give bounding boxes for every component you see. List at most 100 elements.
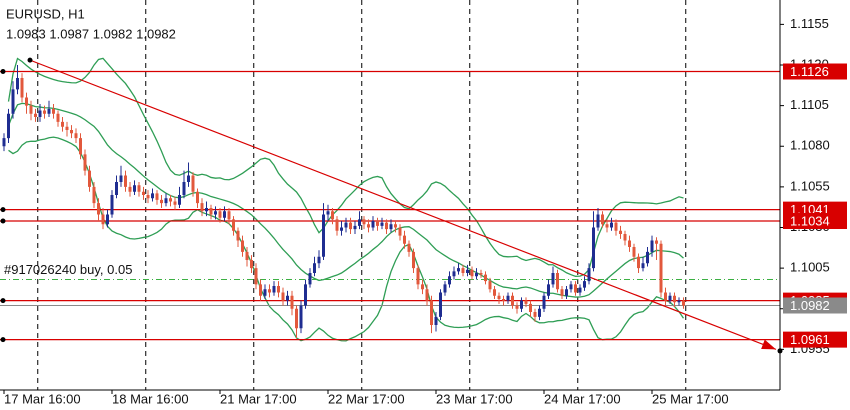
candle-body <box>34 113 37 117</box>
candle-body <box>637 256 640 269</box>
candle-body <box>205 208 208 212</box>
candle-body <box>11 89 15 114</box>
candle-body <box>623 234 627 241</box>
candle-body <box>551 273 555 285</box>
candle-body <box>97 203 100 215</box>
candle-body <box>448 276 451 285</box>
candle-body <box>20 78 24 98</box>
candle-body <box>115 182 118 195</box>
candle-body <box>466 269 469 273</box>
candle-body <box>565 289 568 296</box>
candle-body <box>349 222 352 230</box>
candle-body <box>101 214 105 225</box>
candle-body <box>520 300 523 309</box>
price-level-box <box>783 63 847 80</box>
candle-body <box>358 219 361 226</box>
candle-body <box>380 222 384 226</box>
candle-body <box>578 287 582 293</box>
candle-body <box>587 268 591 282</box>
candle-body <box>367 224 370 228</box>
candle-body <box>677 300 681 303</box>
chart-subtitle: 1.0983 1.0987 1.0982 1.0982 <box>6 26 176 41</box>
candle-body <box>200 203 204 212</box>
candle-body <box>407 243 411 252</box>
price-level-box <box>783 331 847 348</box>
price-level-label: 1.1034 <box>790 213 830 228</box>
candle-body <box>416 268 420 285</box>
candle-body <box>344 222 348 228</box>
candle-body <box>596 214 600 228</box>
candle-body <box>209 208 213 215</box>
candle-body <box>259 284 262 296</box>
candle-body <box>38 110 42 117</box>
candle-body <box>110 195 114 215</box>
candle-body <box>74 133 78 139</box>
level-anchor <box>0 218 6 224</box>
y-tick-label: 1.1080 <box>790 138 830 153</box>
candle-body <box>484 274 487 282</box>
candle-body <box>394 224 397 228</box>
candle-body <box>371 221 375 228</box>
candle-body <box>164 198 168 204</box>
x-tick-label: 21 Mar 17:00 <box>220 391 297 406</box>
candle-body <box>313 263 316 273</box>
candle-body <box>322 214 325 257</box>
candle-body <box>619 230 622 234</box>
current-price-box <box>783 297 847 314</box>
candle-body <box>43 110 46 114</box>
candle-body <box>646 251 649 264</box>
candle-body <box>236 230 240 241</box>
candle-body <box>295 308 298 329</box>
candle-body <box>556 273 559 290</box>
candle-body <box>439 292 442 317</box>
candle-body <box>461 268 465 273</box>
candle-body <box>16 78 19 90</box>
current-price-label: 1.0982 <box>790 298 830 313</box>
candle-body <box>133 185 136 192</box>
candle-body <box>488 281 492 290</box>
separators <box>37 0 687 390</box>
candle-body <box>191 175 195 192</box>
candle-body <box>124 175 127 187</box>
candle-body <box>250 260 253 269</box>
level-anchor <box>0 207 6 213</box>
candle-body <box>263 289 267 296</box>
candle-body <box>7 113 10 139</box>
candle-body <box>304 284 307 306</box>
candle-body <box>650 240 654 252</box>
candle-body <box>362 219 366 225</box>
candle-body <box>412 251 415 269</box>
candle-body <box>272 286 276 293</box>
candle-body <box>524 300 528 304</box>
candle-body <box>376 221 379 226</box>
candle-body <box>479 273 483 275</box>
candle-body <box>173 201 177 205</box>
candle-body <box>628 240 631 247</box>
y-tick-label: 1.1005 <box>790 260 830 275</box>
level-anchor <box>0 69 6 74</box>
candle-body <box>245 251 249 260</box>
band-upper <box>7 57 684 277</box>
candle-body <box>2 138 6 147</box>
candle-body <box>299 305 303 329</box>
trendline-arrow <box>761 339 776 350</box>
price-level-label: 1.0961 <box>790 332 830 347</box>
candle-body <box>241 240 244 252</box>
candle-body <box>659 243 663 293</box>
candle-body <box>182 182 186 195</box>
candle-body <box>227 211 231 220</box>
candle-body <box>286 295 289 301</box>
candle-body <box>574 284 577 293</box>
candle-body <box>29 105 33 114</box>
axes: 1.11551.11301.11051.10801.10551.10301.10… <box>0 0 830 406</box>
candle-body <box>331 211 334 220</box>
candle-body <box>106 214 109 225</box>
candle-body <box>70 130 73 134</box>
candle-body <box>88 170 91 187</box>
candle-body <box>583 281 586 288</box>
band-lower <box>8 136 685 342</box>
trendline-anchor <box>27 57 33 63</box>
candle-body <box>137 185 141 192</box>
order-label: #917026240 buy, 0.05 <box>4 262 132 277</box>
